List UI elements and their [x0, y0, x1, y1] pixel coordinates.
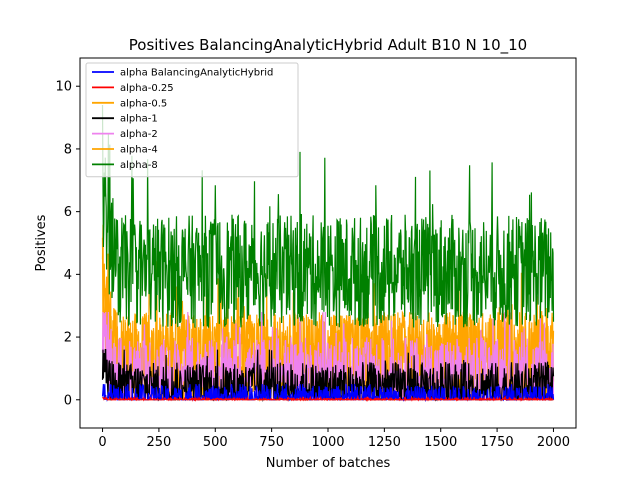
series-line-alpha-0-25	[102, 394, 554, 402]
y-tick-label: 4	[64, 268, 72, 283]
y-tick-label: 8	[64, 142, 72, 157]
legend-label: alpha-2	[120, 129, 158, 140]
x-tick-label: 750	[259, 435, 284, 450]
x-tick-label: 1250	[368, 435, 401, 450]
legend-label: alpha BalancingAnalyticHybrid	[120, 68, 273, 79]
y-tick-label: 0	[64, 393, 72, 408]
x-tick-label: 2000	[537, 435, 570, 450]
series-line-alpha-2	[101, 311, 555, 401]
legend-label: alpha-0.5	[120, 98, 167, 109]
legend-label: alpha-1	[120, 114, 158, 125]
x-tick-label: 1000	[311, 435, 344, 450]
x-tick-label: 500	[203, 435, 228, 450]
series-line-alpha-8	[101, 104, 555, 328]
y-axis-label: Positives	[34, 214, 49, 271]
y-axis: 0 2 4 6 8 10	[55, 80, 80, 408]
x-tick-label: 1500	[424, 435, 457, 450]
legend: alpha BalancingAnalyticHybrid alpha-0.25 a…	[85, 62, 299, 178]
legend-label: alpha-4	[120, 145, 158, 156]
x-axis-label: Number of batches	[266, 456, 391, 471]
y-tick-label: 2	[64, 331, 72, 346]
x-tick-label: 1750	[481, 435, 514, 450]
legend-label: alpha-0.25	[120, 83, 174, 94]
x-axis: 0 250 500 750 1000 1250 1500 1750 2000	[98, 428, 570, 450]
legend-box	[85, 62, 299, 178]
plot-area	[101, 104, 555, 403]
x-tick-label: 250	[146, 435, 171, 450]
y-tick-label: 10	[55, 80, 72, 95]
x-tick-label: 0	[98, 435, 106, 450]
y-tick-label: 6	[64, 205, 72, 220]
chart-title: Positives BalancingAnalyticHybrid Adult …	[129, 36, 527, 55]
legend-label: alpha-8	[120, 160, 158, 171]
